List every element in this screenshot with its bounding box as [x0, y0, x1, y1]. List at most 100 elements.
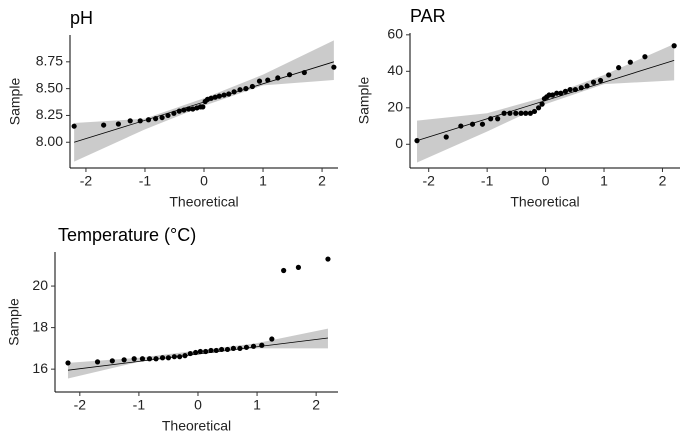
point: [531, 108, 538, 115]
point: [182, 353, 188, 359]
point: [523, 110, 529, 116]
point: [115, 121, 122, 127]
point: [249, 83, 256, 90]
x-tick-label: -1: [139, 173, 152, 189]
point: [527, 110, 533, 116]
point: [94, 359, 101, 365]
point: [109, 358, 115, 364]
x-axis-label: Theoretical: [169, 194, 238, 210]
y-axis-label: Sample: [6, 298, 22, 346]
point: [562, 88, 569, 94]
point: [295, 264, 302, 270]
x-tick-label: -1: [133, 397, 146, 413]
x-tick-label: 0: [194, 397, 202, 413]
point: [507, 110, 513, 116]
point: [219, 346, 225, 353]
point: [131, 356, 137, 362]
point: [479, 121, 486, 127]
point: [165, 112, 171, 119]
point: [642, 54, 648, 60]
point: [265, 77, 271, 83]
point: [203, 348, 209, 355]
point: [190, 106, 196, 112]
point: [193, 349, 199, 356]
point: [671, 43, 677, 49]
point: [554, 90, 560, 96]
point: [127, 118, 133, 124]
point: [549, 92, 556, 98]
point: [558, 90, 564, 96]
point: [181, 107, 187, 113]
point: [443, 134, 449, 140]
point: [488, 116, 494, 122]
point: [627, 59, 633, 65]
y-tick-label: 0: [395, 135, 403, 151]
y-tick-label: 8.75: [36, 53, 63, 69]
y-tick-label: 16: [32, 360, 48, 376]
x-tick-label: 2: [318, 173, 326, 189]
point: [281, 267, 287, 274]
point: [224, 346, 231, 353]
point: [616, 65, 622, 71]
y-axis-label: Sample: [7, 78, 23, 126]
point: [572, 86, 578, 93]
point: [513, 110, 519, 116]
point: [186, 106, 192, 112]
point: [518, 110, 524, 116]
x-tick-label: 1: [600, 173, 608, 189]
point: [152, 116, 159, 122]
y-tick-label: 20: [32, 277, 48, 293]
point: [501, 110, 507, 116]
point: [153, 356, 159, 362]
x-tick-label: 2: [659, 173, 667, 189]
y-axis-label: Sample: [356, 77, 372, 125]
point: [567, 86, 573, 93]
point: [237, 87, 243, 93]
x-tick-label: 2: [312, 397, 320, 413]
point: [145, 117, 152, 123]
point: [200, 104, 206, 110]
point: [65, 360, 71, 366]
point: [165, 355, 172, 361]
point: [243, 86, 249, 92]
point: [177, 354, 183, 360]
point: [243, 344, 250, 350]
point: [187, 350, 193, 357]
point: [121, 357, 127, 363]
point: [159, 355, 166, 361]
point: [213, 347, 219, 354]
chart-title: Temperature (°C): [58, 225, 196, 245]
chart-title: PAR: [410, 6, 446, 26]
point: [231, 89, 237, 95]
point: [259, 342, 265, 348]
x-tick-label: -2: [74, 397, 87, 413]
x-tick-label: -2: [422, 173, 435, 189]
point: [269, 336, 275, 342]
x-tick-label: -2: [80, 173, 93, 189]
point: [458, 123, 464, 129]
point: [469, 121, 476, 127]
point: [137, 118, 143, 124]
point: [212, 94, 218, 100]
confidence-band: [417, 43, 675, 163]
chart-title: pH: [70, 8, 93, 28]
point: [414, 138, 420, 144]
y-tick-label: 60: [387, 26, 403, 42]
x-tick-label: 0: [200, 173, 208, 189]
x-tick-label: 0: [542, 173, 550, 189]
x-axis-label: Theoretical: [162, 418, 231, 433]
point: [226, 91, 232, 97]
fit-line: [67, 337, 329, 371]
point: [208, 95, 214, 101]
point: [101, 122, 107, 128]
point: [597, 77, 604, 84]
point: [331, 64, 337, 70]
point: [495, 116, 501, 122]
point: [197, 348, 203, 355]
point: [237, 345, 243, 351]
point: [216, 93, 222, 99]
point: [256, 78, 263, 84]
point: [606, 72, 612, 78]
point: [590, 79, 597, 85]
